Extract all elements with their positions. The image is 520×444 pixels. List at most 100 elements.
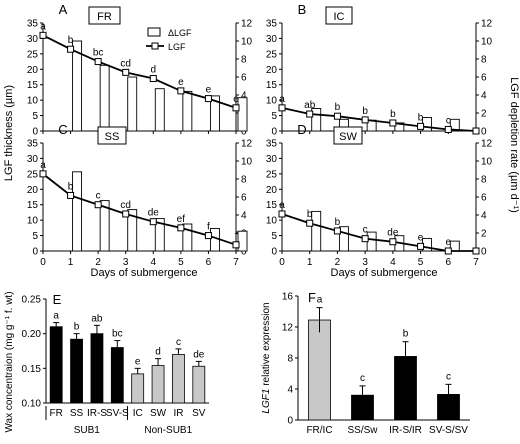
significance-letter: ef: [177, 214, 186, 225]
left-tick-label: 15: [266, 80, 278, 91]
delta-lgf-bar: [338, 226, 349, 252]
significance-letter: b: [335, 217, 341, 228]
lgf-marker: [232, 241, 240, 249]
lgf-marker: [232, 104, 240, 112]
treatment-box: [333, 126, 363, 145]
left-tick-label: 25: [27, 49, 39, 60]
category-label: FR: [50, 408, 63, 419]
significance-letter: cd: [120, 200, 131, 211]
delta-lgf-bar: [127, 76, 138, 132]
x-tick-label: 4: [390, 257, 396, 268]
wax-bar: [131, 373, 145, 404]
right-tick-label: 8: [241, 55, 247, 66]
lgf-marker: [278, 104, 286, 112]
left-tick-label: 20: [266, 65, 278, 76]
lgf-marker: [472, 127, 480, 135]
wax-bar: [70, 338, 83, 404]
significance-letter: a: [317, 295, 323, 306]
significance-letter: c: [446, 115, 451, 126]
lgf-marker: [177, 87, 185, 95]
left-tick-label: 25: [266, 169, 278, 180]
right-tick-label: 10: [481, 37, 493, 48]
x-tick-label: 0: [40, 257, 46, 268]
lgf-marker: [389, 119, 397, 127]
delta-lgf-bar: [127, 209, 138, 252]
left-tick-label: 25: [266, 49, 278, 60]
lgf-marker: [444, 125, 452, 133]
significance-letter: ab: [91, 313, 103, 324]
significance-letter: c: [96, 191, 101, 202]
right-tick-label: 0: [241, 247, 247, 258]
panel-a: 05101520253035024681012abbccddeeeAFRΔLGF…: [27, 2, 253, 138]
significance-letter: e: [446, 237, 452, 248]
left-tick-label: 15: [27, 200, 39, 211]
category-label: IR-S: [87, 408, 107, 419]
lgf-marker: [149, 218, 157, 226]
x-tick-label: 6: [206, 257, 212, 268]
significance-letter: b: [403, 329, 409, 340]
panel-e-y-axis-label: Wax concentraion (mg g⁻¹ f. wt): [4, 291, 15, 432]
lgf-marker: [122, 210, 130, 218]
left-tick-label: 10: [27, 216, 39, 227]
lgf-marker: [122, 68, 130, 76]
significance-letter: b: [74, 322, 80, 333]
left-tick-label: 0: [32, 127, 38, 138]
significance-letter: d: [151, 65, 157, 76]
left-tick-label: 0: [32, 247, 38, 258]
right-tick-label: 4: [481, 91, 487, 102]
legend-line-label: LGF: [168, 42, 186, 52]
treatment-label: IC: [334, 11, 345, 23]
panel-letter: C: [58, 122, 67, 137]
right-tick-label: 2: [481, 109, 487, 120]
significance-letter: b: [68, 35, 74, 46]
lgf-marker: [149, 75, 157, 83]
right-tick-label: 4: [481, 211, 487, 222]
right-tick-label: 8: [241, 175, 247, 186]
lgf-marker: [389, 238, 397, 246]
panel-f-y-gene: LGF1: [261, 389, 272, 414]
x-tick-label: 1: [307, 257, 313, 268]
category-label: SS: [70, 408, 84, 419]
x-tick-label: 4: [151, 257, 157, 268]
y-tick-label: 16: [282, 292, 294, 303]
significance-letter: bc: [93, 48, 104, 59]
treatment-label: SS: [105, 131, 120, 143]
right-tick-label: 8: [481, 55, 487, 66]
lgf-marker: [204, 95, 212, 103]
significance-letter: a: [40, 21, 46, 32]
category-label: IR-S/IR: [389, 425, 422, 436]
wax-bar: [49, 326, 63, 404]
significance-letter: b: [335, 102, 341, 113]
y-tick-label: 8: [287, 354, 293, 365]
lgf-marker: [177, 224, 185, 232]
left-tick-label: 25: [27, 169, 39, 180]
significance-letter: c: [363, 225, 368, 236]
left-tick-label: 5: [271, 111, 277, 122]
lgf-marker: [278, 210, 286, 218]
significance-letter: a: [40, 160, 46, 171]
significance-letter: cd: [120, 58, 131, 69]
x-tick-label: 0: [279, 257, 285, 268]
x-tick-label: 2: [335, 257, 341, 268]
left-tick-label: 10: [266, 216, 278, 227]
lgf-marker: [94, 201, 102, 209]
significance-letter: b: [307, 209, 313, 220]
delta-lgf-bar: [182, 223, 193, 252]
significance-letter: de: [193, 349, 205, 360]
left-tick-label: 10: [266, 96, 278, 107]
treatment-label: FR: [97, 11, 112, 23]
category-label: FR/IC: [306, 425, 332, 436]
significance-letter: d: [155, 347, 161, 358]
right-tick-label: 0: [481, 127, 487, 138]
lgf-line: [281, 213, 476, 252]
lgf-marker: [444, 247, 452, 255]
left-y-axis-label: LGF thickness (µm): [3, 85, 15, 181]
x-tick-label: 6: [446, 257, 452, 268]
legend-bar-swatch: [147, 27, 161, 37]
x-axis-label-right: Days of submergence: [331, 267, 438, 279]
delta-lgf-bar: [209, 95, 220, 132]
significance-letter: b: [418, 112, 424, 123]
left-tick-label: 30: [27, 34, 39, 45]
lgf-marker: [361, 235, 369, 243]
significance-letter: e: [233, 94, 239, 105]
